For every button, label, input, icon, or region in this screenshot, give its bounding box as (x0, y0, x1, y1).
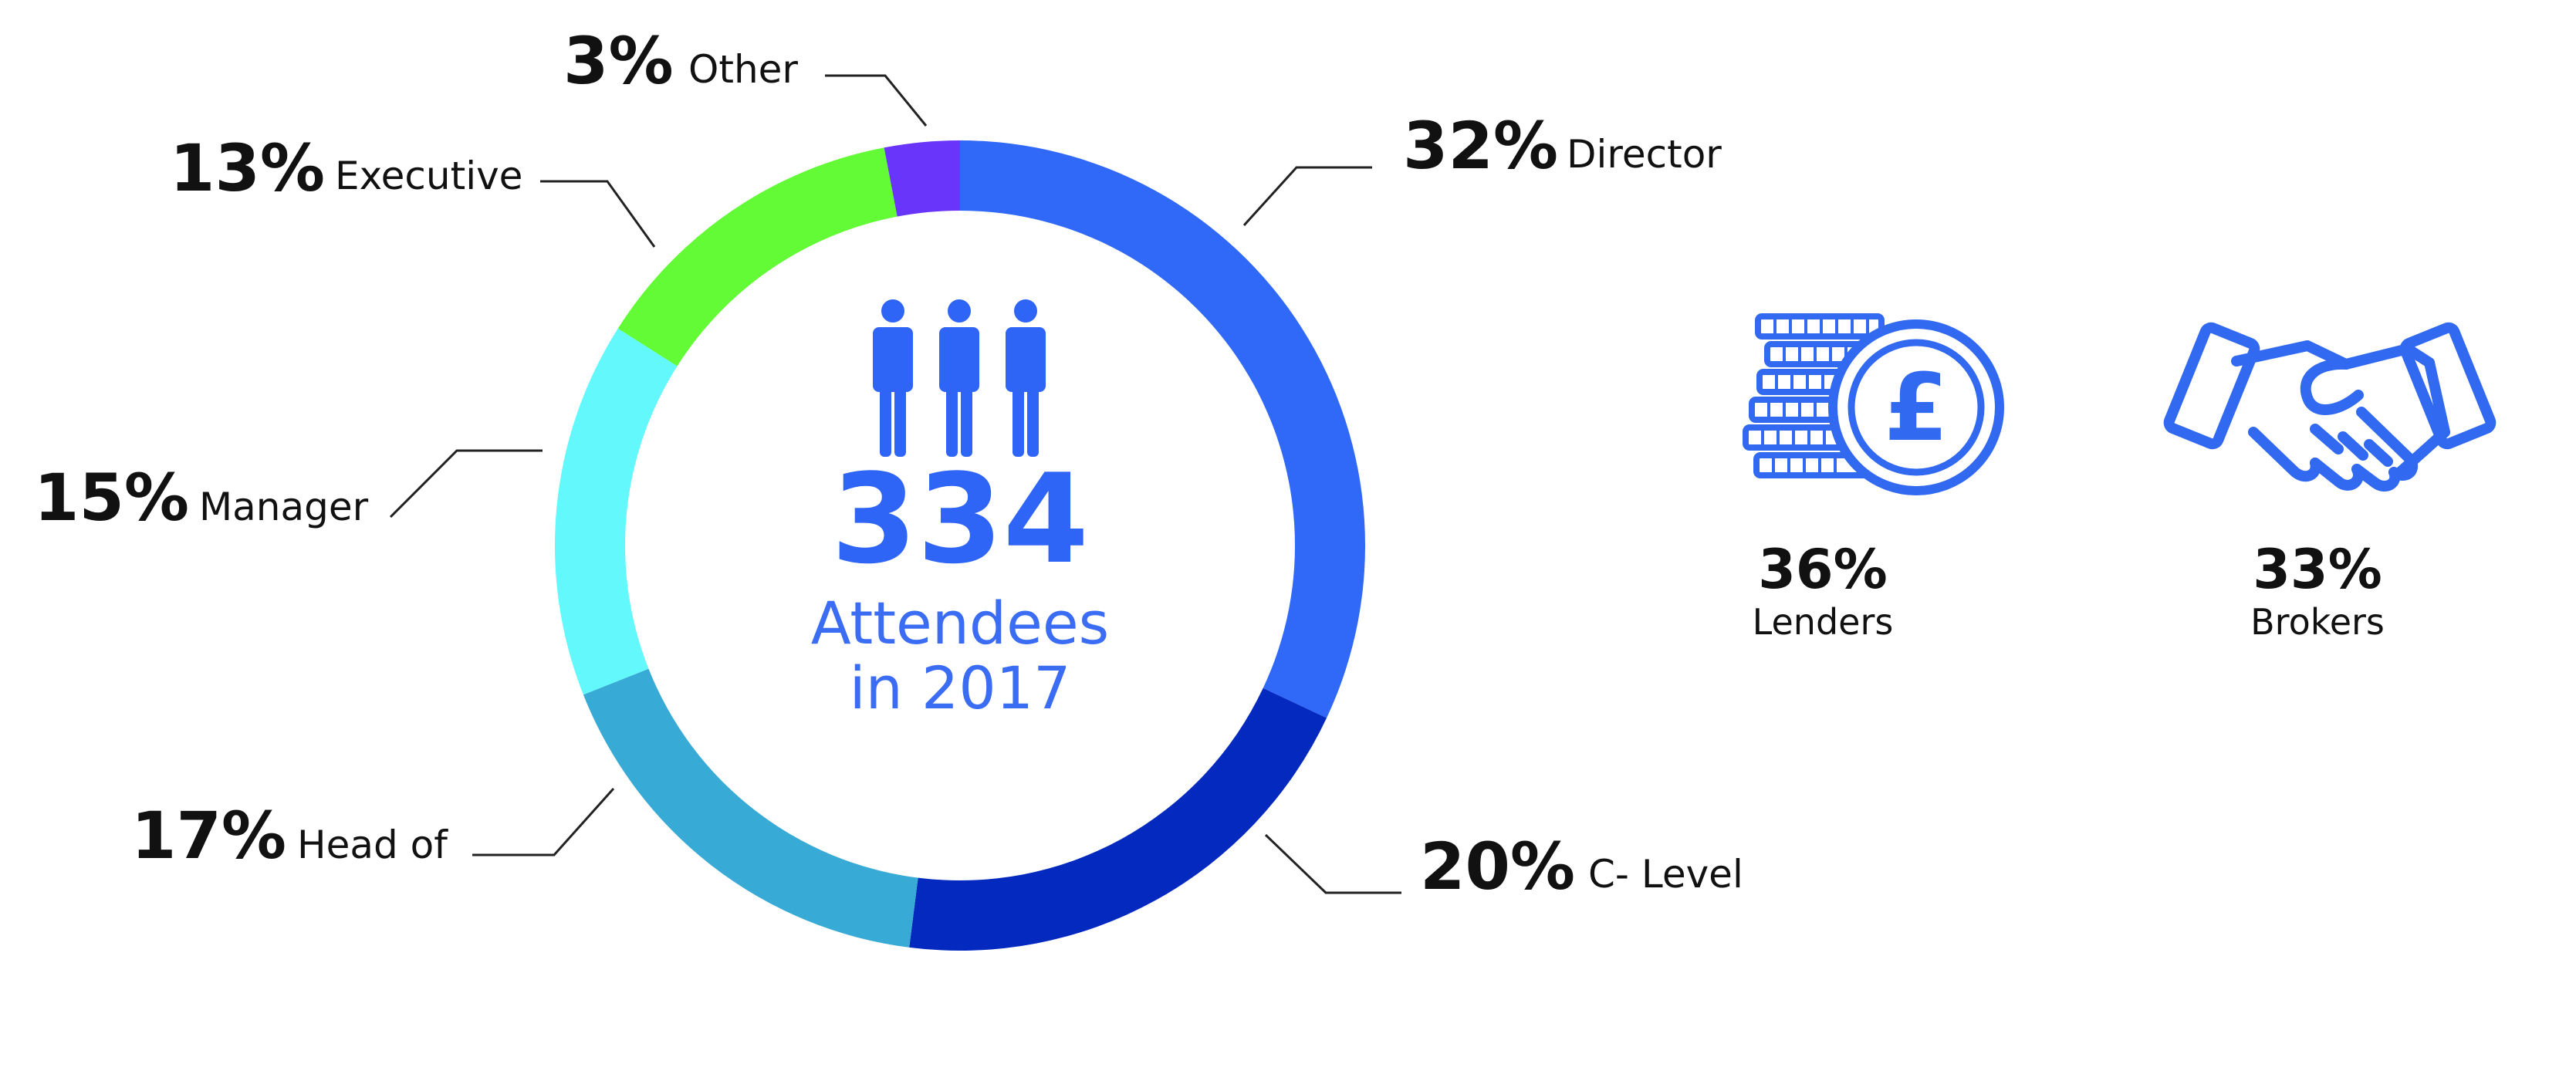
svg-text:£: £ (1884, 355, 1949, 462)
leader-line-executive (540, 180, 656, 248)
slice-pct-manager: 15% (34, 460, 189, 536)
pound-coins-icon: £ (1743, 313, 2004, 495)
leader-line-director (1242, 166, 1372, 227)
donut-segment-executive (617, 147, 898, 367)
leader-lines (389, 74, 1401, 894)
people-icon (873, 299, 1046, 457)
donut-segment-director (960, 140, 1365, 718)
slice-pct-other: 3% (563, 23, 674, 99)
slice-labels: 32% Director 20% C- Level 17% Head of 15… (34, 23, 1743, 904)
leader-line-head-of (472, 787, 615, 856)
donut-segment-head-of (583, 668, 918, 948)
leader-line-manager (389, 449, 543, 519)
donut-segment-manager (555, 328, 678, 695)
slice-pct-c-level: 20% (1420, 829, 1575, 904)
leader-line-other (825, 74, 928, 127)
slice-label-head-of: Head of (297, 823, 448, 867)
slice-label-director: Director (1567, 132, 1722, 177)
leader-line-c-level (1264, 833, 1401, 894)
slice-label-c-level: C- Level (1588, 852, 1743, 897)
stat-label-brokers: Brokers (2250, 601, 2385, 643)
donut-chart (555, 140, 1365, 951)
slice-label-manager: Manager (199, 485, 369, 529)
slice-pct-executive: 13% (170, 130, 325, 206)
center-label-line2: in 2017 (850, 654, 1071, 722)
donut-segment-other (884, 140, 960, 217)
handshake-icon (2163, 322, 2497, 492)
stat-value-lenders: 36% (1758, 538, 1888, 601)
center-label-line1: Attendees (811, 589, 1110, 657)
stat-label-lenders: Lenders (1753, 601, 1894, 643)
slice-pct-director: 32% (1403, 108, 1558, 184)
stat-value-brokers: 33% (2253, 538, 2382, 601)
slice-label-executive: Executive (335, 154, 522, 198)
center-total: 334 (831, 447, 1089, 591)
donut-segment-c-level (909, 688, 1327, 951)
slice-pct-head-of: 17% (131, 798, 286, 873)
slice-label-other: Other (688, 47, 798, 92)
